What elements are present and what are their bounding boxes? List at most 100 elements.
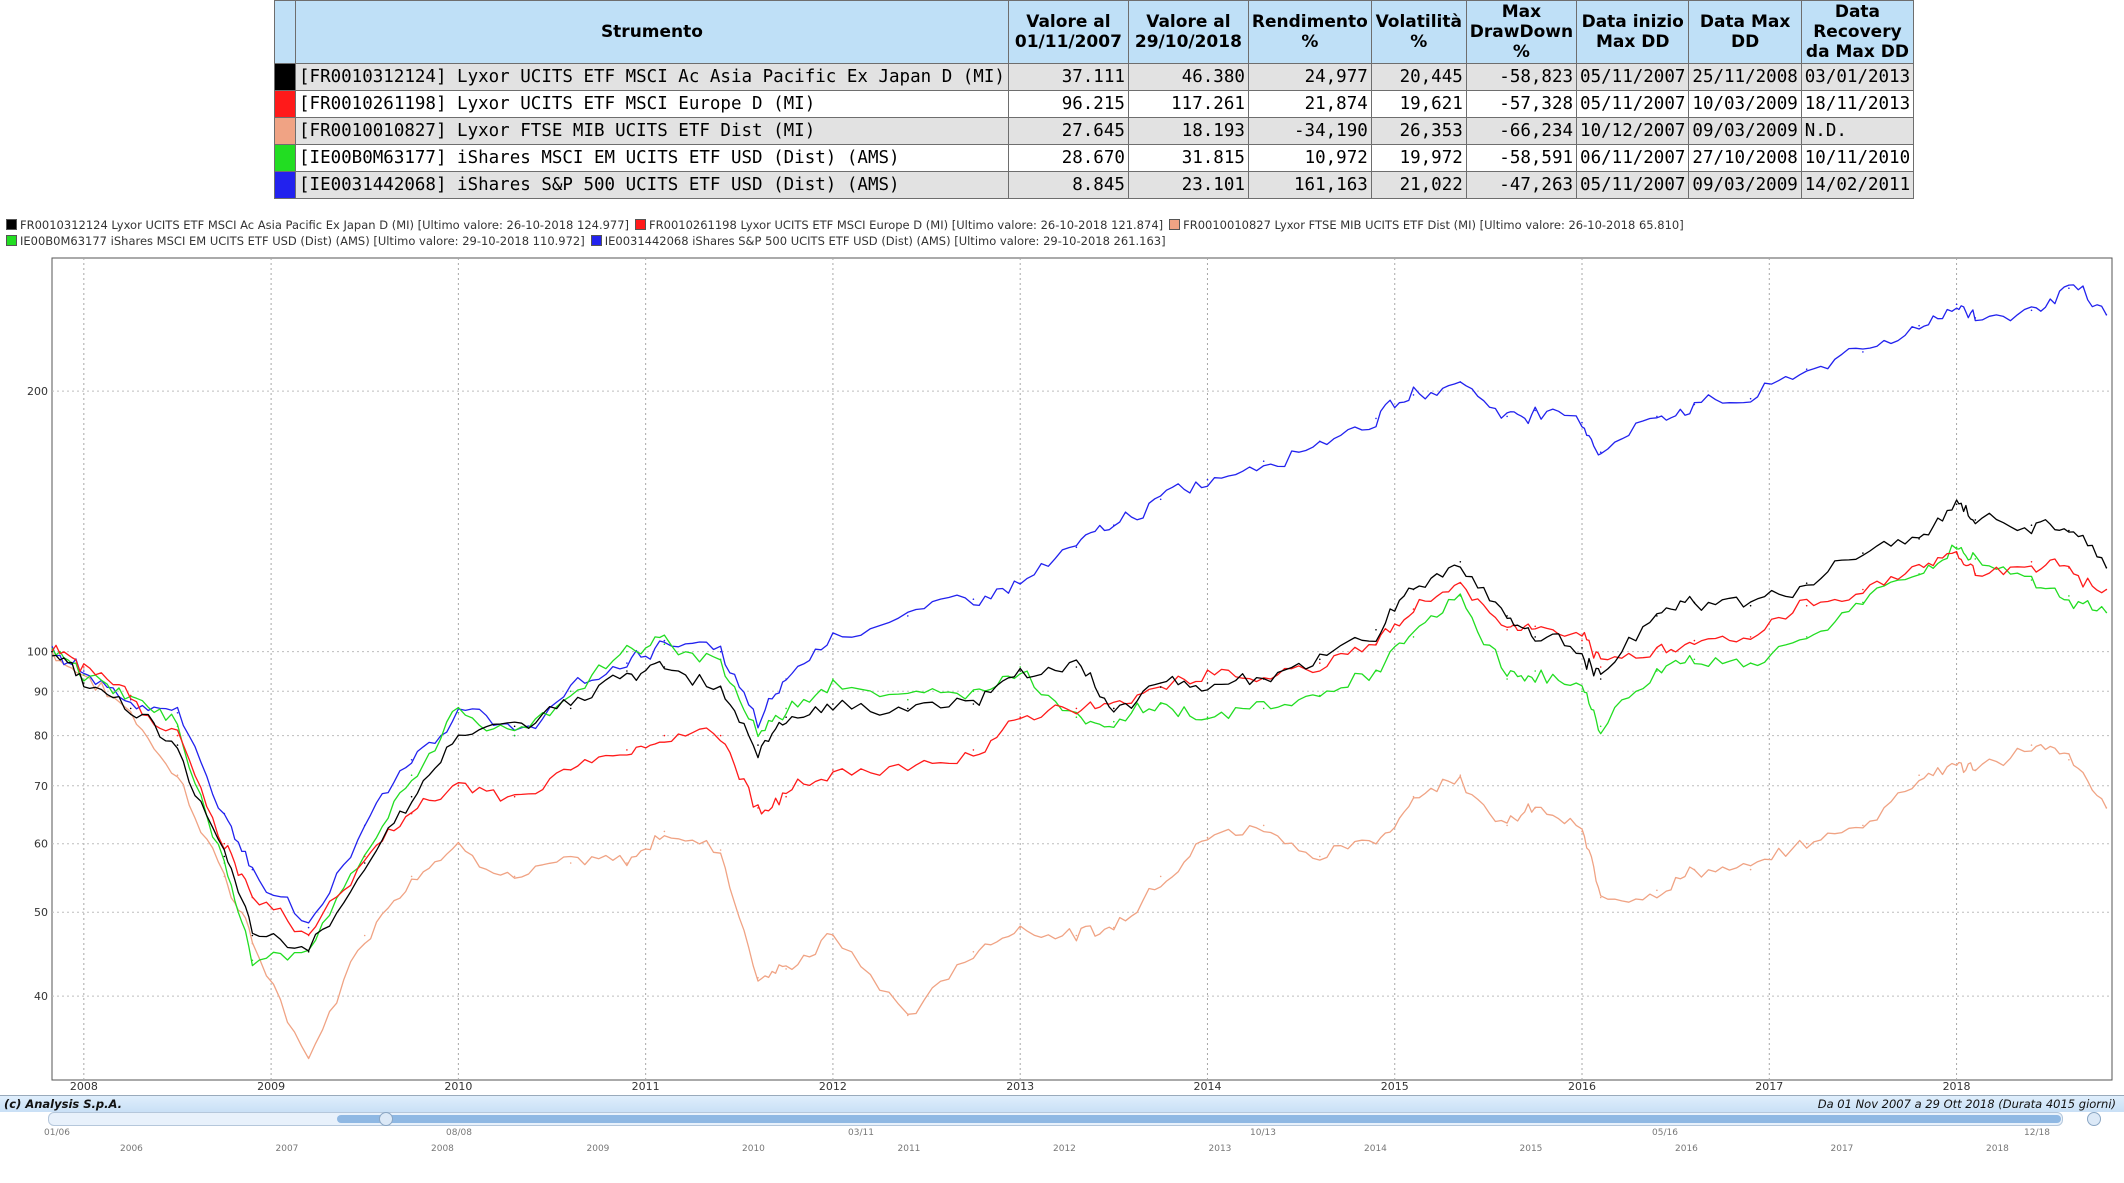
cell-max-drawdown: -47,263 xyxy=(1465,171,1578,199)
series-2-point xyxy=(569,862,572,864)
navigator-date-label: 01/06 xyxy=(44,1128,70,1138)
cell-data-recovery: 10/11/2010 xyxy=(1800,144,1915,172)
series-3-point xyxy=(1805,636,1808,638)
table-row[interactable]: [FR0010312124] Lyxor UCITS ETF MSCI Ac A… xyxy=(274,63,1915,91)
navigator-selection[interactable] xyxy=(337,1115,2061,1123)
series-0-point xyxy=(663,666,666,668)
header-rendimento[interactable]: Rendimento % xyxy=(1247,0,1372,64)
series-4-point xyxy=(1375,417,1377,420)
series-2-point xyxy=(907,1014,909,1017)
cell-data-inizio-max-dd: 05/11/2007 xyxy=(1576,90,1690,118)
series-4-point xyxy=(972,598,975,600)
series-4-point xyxy=(1534,409,1536,412)
date-range-text: Da 01 Nov 2007 a 29 Ott 2018 (Durata 401… xyxy=(1817,1097,2116,1111)
header-volatilita[interactable]: Volatilità % xyxy=(1370,0,1467,64)
swatch-fill xyxy=(275,118,295,144)
cell-rendimento: -34,190 xyxy=(1247,117,1372,145)
series-1-point xyxy=(907,769,909,771)
series-4-point xyxy=(1656,415,1658,418)
legend-label: FR0010312124 Lyxor UCITS ETF MSCI Ac Asi… xyxy=(20,218,630,232)
series-2-point xyxy=(1862,824,1864,827)
series-2-point xyxy=(1019,926,1021,929)
cell-value-start: 37.111 xyxy=(1007,63,1129,91)
table-row[interactable]: [IE0031442068] iShares S&P 500 UCITS ETF… xyxy=(274,171,1915,199)
header-data-recovery[interactable]: Data Recovery da Max DD xyxy=(1800,0,1915,64)
series-0-point xyxy=(1206,682,1209,684)
x-tick-label: 2008 xyxy=(70,1080,98,1093)
legend-item[interactable]: FR0010010827 Lyxor FTSE MIB UCITS ETF Di… xyxy=(1169,217,1684,233)
series-2-point xyxy=(1693,868,1696,871)
series-2-point xyxy=(972,951,975,953)
legend-item[interactable]: IE0031442068 iShares S&P 500 UCITS ETF U… xyxy=(590,233,1166,249)
series-2-point xyxy=(410,875,413,878)
series-2-point xyxy=(2030,744,2033,746)
y-tick-label: 70 xyxy=(34,780,48,793)
series-4-point xyxy=(251,868,254,871)
copyright-text: (c) Analysis S.p.A. xyxy=(4,1097,122,1111)
series-1-point xyxy=(1375,643,1377,645)
series-4-point xyxy=(2030,309,2033,312)
series-0-point xyxy=(2068,529,2070,532)
series-0-point xyxy=(513,725,516,728)
series-3-point xyxy=(1319,694,1321,697)
legend-item[interactable]: IE00B0M63177 iShares MSCI EM UCITS ETF U… xyxy=(6,233,585,249)
series-3-point xyxy=(719,658,722,661)
y-tick-label: 100 xyxy=(27,646,48,659)
header-max-drawdown[interactable]: Max DrawDown % xyxy=(1465,0,1578,64)
navigator-year-label: 2012 xyxy=(1053,1144,1076,1154)
navigator-date-label: 10/13 xyxy=(1250,1128,1276,1138)
y-tick-label: 200 xyxy=(27,385,48,398)
series-3-point xyxy=(2030,579,2033,581)
navigator-right-handle[interactable] xyxy=(2087,1112,2101,1126)
cell-volatilita: 20,445 xyxy=(1370,63,1467,91)
series-1-point xyxy=(223,842,226,845)
series-1-point xyxy=(1955,552,1958,554)
series-4-point xyxy=(757,725,759,728)
navigator-track[interactable] xyxy=(48,1112,2101,1126)
series-1-point xyxy=(457,785,460,787)
navigator-left-handle[interactable] xyxy=(379,1112,393,1126)
navigator-year-label: 2017 xyxy=(1830,1144,1854,1154)
table-row[interactable]: [IE00B0M63177] iShares MSCI EM UCITS ETF… xyxy=(274,144,1915,172)
y-tick-label: 40 xyxy=(34,990,48,1003)
series-color-swatch xyxy=(274,90,296,118)
series-color-swatch xyxy=(274,171,296,199)
cell-value-start: 27.645 xyxy=(1007,117,1129,145)
series-0-point xyxy=(307,951,310,953)
navigator-year-label: 2011 xyxy=(897,1144,921,1154)
legend-item[interactable]: FR0010312124 Lyxor UCITS ETF MSCI Ac Asi… xyxy=(6,217,629,233)
cell-value-start: 28.670 xyxy=(1007,144,1129,172)
x-tick-label: 2013 xyxy=(1006,1080,1034,1093)
swatch-fill xyxy=(275,64,295,90)
legend-swatch xyxy=(590,235,602,246)
series-4-point xyxy=(2068,287,2070,289)
legend-swatch xyxy=(635,219,647,230)
line-chart: 2008 2009 2010 2011 2012 2013 2014 2015 2016 2017… xyxy=(27,257,2113,1093)
series-2-point xyxy=(1159,875,1162,878)
series-0-point xyxy=(363,862,366,864)
series-1-point xyxy=(363,855,366,858)
header-valore-end[interactable]: Valore al 29/10/2018 xyxy=(1127,0,1249,64)
cell-instrument-name: [FR0010312124] Lyxor UCITS ETF MSCI Ac A… xyxy=(295,63,1009,91)
header-valore-start[interactable]: Valore al 01/11/2007 xyxy=(1007,0,1129,64)
navigator-date-label: 03/11 xyxy=(848,1128,874,1138)
header-data-inizio-max-dd[interactable]: Data inizio Max DD xyxy=(1576,0,1690,64)
series-1-point xyxy=(626,749,628,751)
table-row[interactable]: [FR0010010827] Lyxor FTSE MIB UCITS ETF … xyxy=(274,117,1915,145)
legend-item[interactable]: FR0010261198 Lyxor UCITS ETF MSCI Europe… xyxy=(635,217,1163,233)
footer-bar: (c) Analysis S.p.A. Da 01 Nov 2007 a 29 … xyxy=(0,1095,2124,1112)
table-row[interactable]: [FR0010261198] Lyxor UCITS ETF MSCI Euro… xyxy=(274,90,1915,118)
cell-value-start: 96.215 xyxy=(1007,90,1129,118)
header-data-max-dd[interactable]: Data Max DD xyxy=(1688,0,1802,64)
cell-value-end: 18.193 xyxy=(1127,117,1249,145)
time-navigator[interactable]: 01/06 08/08 03/11 10/13 05/16 12/18 2006 2007 20… xyxy=(0,1112,2124,1183)
series-3-point xyxy=(251,959,254,962)
series-1-point xyxy=(1918,564,1920,566)
header-strumento[interactable]: Strumento xyxy=(295,0,1009,64)
series-color-swatch xyxy=(274,63,296,91)
series-3-point xyxy=(1262,707,1265,710)
navigator-year-label: 2015 xyxy=(1519,1144,1543,1154)
series-4-point xyxy=(719,650,722,653)
series-4-point xyxy=(626,662,628,664)
x-tick-label: 2017 xyxy=(1755,1080,1783,1093)
